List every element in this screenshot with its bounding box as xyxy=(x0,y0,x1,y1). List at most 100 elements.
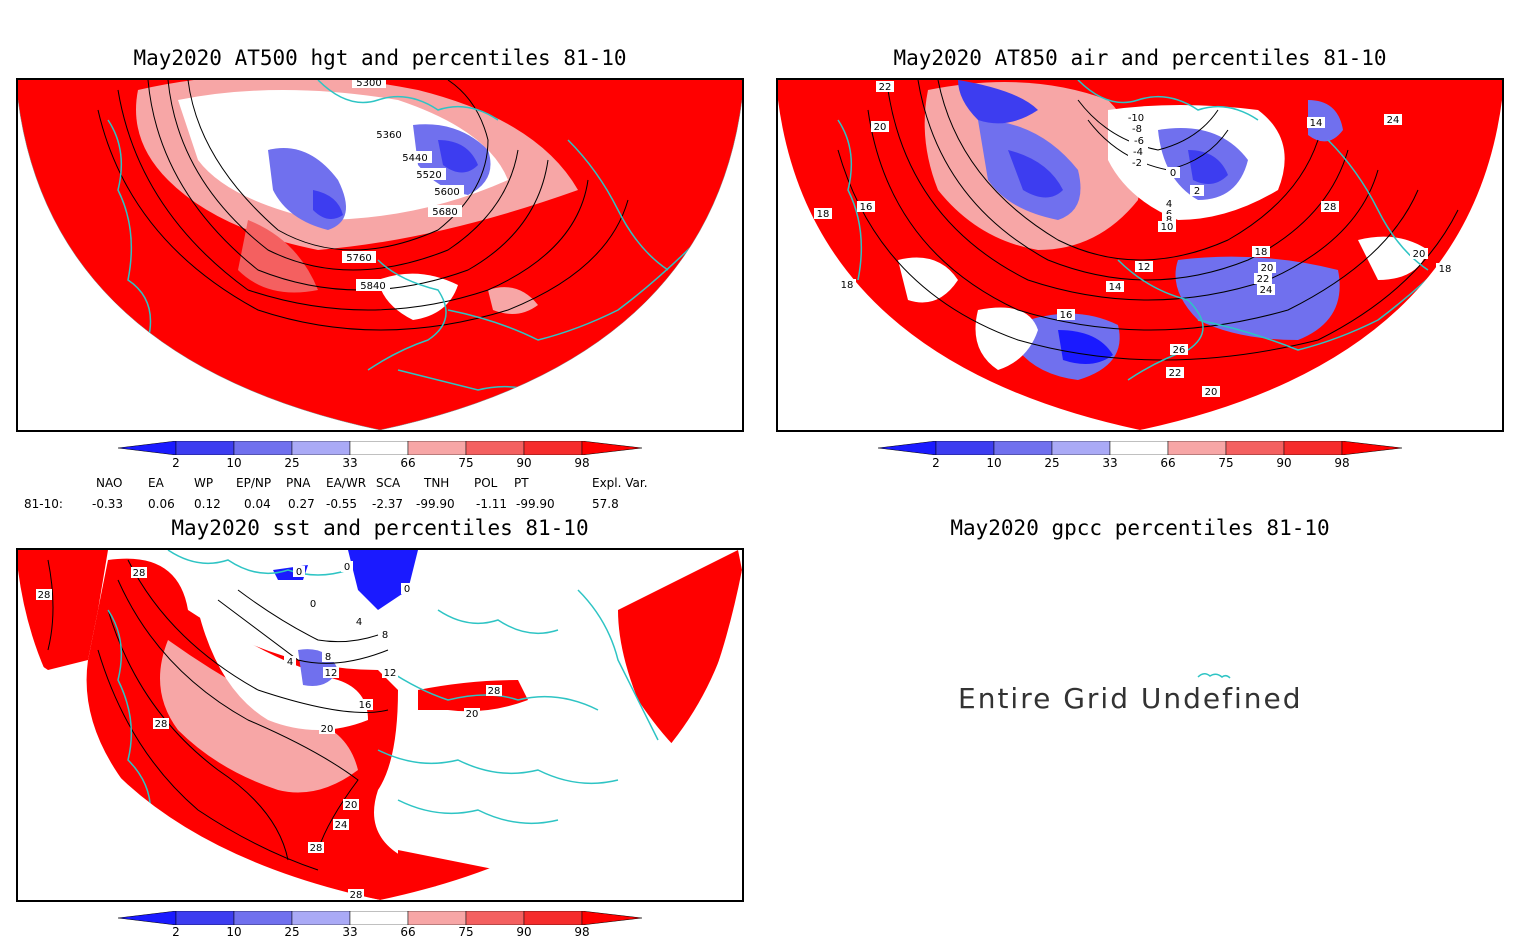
p1-label: 5440 xyxy=(402,153,427,164)
p2-label: 18 xyxy=(1255,247,1268,258)
p1-label: 5600 xyxy=(434,187,459,198)
cb-tick: 25 xyxy=(284,925,300,939)
idx-header: EA/WR xyxy=(326,476,367,490)
cb-tick: 98 xyxy=(574,925,590,939)
p3-label: 28 xyxy=(133,568,146,579)
p2-label: 26 xyxy=(1173,345,1186,356)
colorbar-1 xyxy=(117,440,643,456)
idx-header: PNA xyxy=(286,476,311,490)
idx-value: 57.8 xyxy=(592,497,619,511)
p2-label: 28 xyxy=(1324,202,1337,213)
p3-label: 20 xyxy=(321,724,334,735)
cb-tick: 10 xyxy=(986,456,1002,470)
idx-value: -99.90 xyxy=(516,497,555,511)
p3-label: 24 xyxy=(335,820,348,831)
panel4-stray-mark xyxy=(1196,668,1232,687)
cb-tick: 33 xyxy=(342,925,358,939)
idx-value: 0.06 xyxy=(148,497,175,511)
idx-header: NAO xyxy=(96,476,123,490)
panel1-map: 5360 5440 5520 5600 5680 5760 5840 5300 xyxy=(16,78,744,432)
cb-tick: 10 xyxy=(226,925,242,939)
p2-label: -10 xyxy=(1128,113,1144,124)
p2-label: 14 xyxy=(1310,118,1323,129)
p2-label: 16 xyxy=(1060,310,1073,321)
idx-header: WP xyxy=(194,476,214,490)
p2-label: -4 xyxy=(1133,147,1143,158)
p2-label: 4 xyxy=(1166,199,1172,210)
cb-tick: 66 xyxy=(400,925,416,939)
idx-value: -99.90 xyxy=(416,497,455,511)
idx-value: 0.27 xyxy=(288,497,315,511)
idx-header: Expl. Var. xyxy=(592,476,648,490)
cb-tick: 98 xyxy=(574,456,590,470)
p1-label: 5520 xyxy=(416,170,441,181)
p2-label: 10 xyxy=(1161,222,1174,233)
p3-label: 0 xyxy=(344,562,350,573)
idx-header: EP/NP xyxy=(236,476,272,490)
p2-label: 24 xyxy=(1387,115,1400,126)
colorbar-3 xyxy=(117,910,643,926)
p1-label: 5840 xyxy=(360,281,385,292)
p3-label: 8 xyxy=(382,630,388,641)
p3-label: 4 xyxy=(356,617,362,628)
p2-label: -6 xyxy=(1134,136,1144,147)
p2-label: 20 xyxy=(1205,387,1218,398)
p3-label: 28 xyxy=(310,843,323,854)
colorbar-2 xyxy=(877,440,1403,456)
p2-label: 24 xyxy=(1260,285,1273,296)
p1-label: 5300 xyxy=(356,80,381,89)
p3-label: 0 xyxy=(296,567,302,578)
p2-label: 22 xyxy=(1169,368,1182,379)
panel4-title: May2020 gpcc percentiles 81-10 xyxy=(950,516,1330,540)
p2-label: -2 xyxy=(1132,158,1142,169)
p3-label: 20 xyxy=(345,800,358,811)
p1-label: 5360 xyxy=(376,130,401,141)
cb-tick: 90 xyxy=(516,456,532,470)
idx-value: -1.11 xyxy=(476,497,508,511)
cb-tick: 90 xyxy=(1276,456,1292,470)
cb-tick: 90 xyxy=(516,925,532,939)
cb-tick: 2 xyxy=(172,925,180,939)
p2-label: 22 xyxy=(1257,274,1270,285)
p3-label: 16 xyxy=(359,700,372,711)
p2-label: 18 xyxy=(1439,264,1452,275)
idx-header: POL xyxy=(474,476,498,490)
p3-label: 20 xyxy=(466,709,479,720)
p2-label: 20 xyxy=(1261,263,1274,274)
cb-tick: 2 xyxy=(172,456,180,470)
p1-label: 5680 xyxy=(432,207,457,218)
cb-tick: 25 xyxy=(1044,456,1060,470)
p2-label: 8 xyxy=(1166,215,1172,226)
teleconnection-table: NAO EA WP EP/NP PNA EA/WR SCA TNH POL PT… xyxy=(0,476,760,516)
panel3-map: 28 28 0 0 0 0 4 4 8 8 12 12 16 20 20 20 … xyxy=(16,548,744,902)
panel2-title: May2020 AT850 air and percentiles 81-10 xyxy=(893,46,1387,70)
p1-label: 5760 xyxy=(346,253,371,264)
idx-header: EA xyxy=(148,476,164,490)
cb-tick: 75 xyxy=(458,925,474,939)
p3-label: 28 xyxy=(38,590,51,601)
p2-label: 20 xyxy=(1413,249,1426,260)
cb-tick: 75 xyxy=(1218,456,1234,470)
idx-header: PT xyxy=(514,476,529,490)
cb-tick: 25 xyxy=(284,456,300,470)
cb-tick: 66 xyxy=(1160,456,1176,470)
idx-value: 0.12 xyxy=(194,497,221,511)
p2-label: 12 xyxy=(1138,262,1151,273)
panel2-map: -10 -8 -6 -4 -2 0 2 4 6 8 10 12 14 16 18… xyxy=(776,78,1504,432)
cb-tick: 2 xyxy=(932,456,940,470)
cb-tick: 66 xyxy=(400,456,416,470)
cb-tick: 33 xyxy=(342,456,358,470)
idx-value: -2.37 xyxy=(372,497,404,511)
p3-label: 28 xyxy=(488,686,501,697)
p3-label: 0 xyxy=(404,584,410,595)
p2-label: 18 xyxy=(841,280,854,291)
idx-value: -0.55 xyxy=(326,497,358,511)
p3-label: 12 xyxy=(384,668,397,679)
p2-label: 20 xyxy=(874,122,887,133)
idx-value: -0.33 xyxy=(92,497,124,511)
p3-label: 12 xyxy=(325,668,338,679)
colorbar-2-labels: 2 10 25 33 66 75 90 98 xyxy=(878,456,1402,470)
p2-label: 22 xyxy=(879,82,892,93)
p3-label: 8 xyxy=(325,652,331,663)
idx-row-label: 81-10: xyxy=(24,497,63,511)
